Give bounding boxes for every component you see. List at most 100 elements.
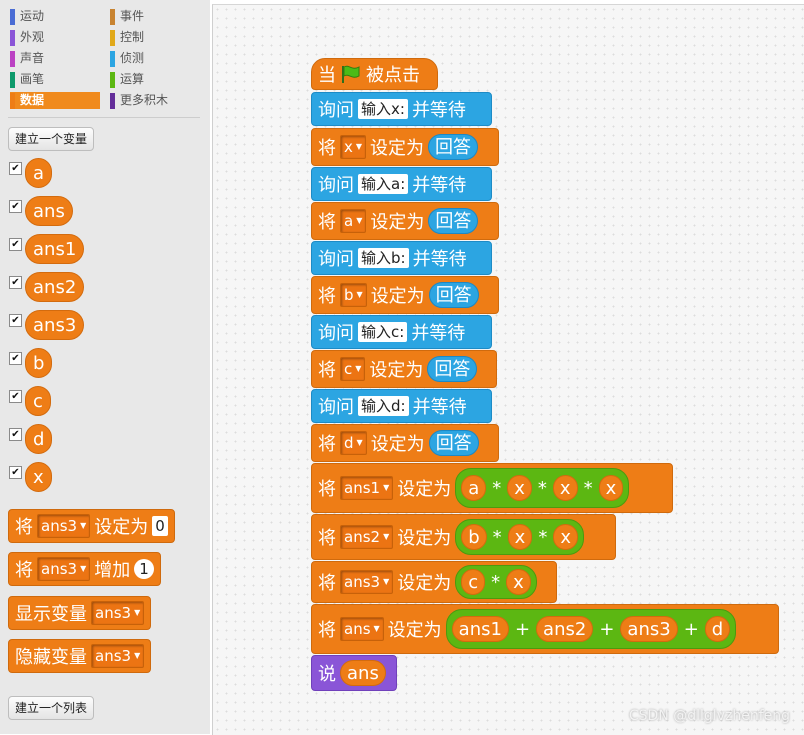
make-list-button[interactable]: 建立一个列表 xyxy=(8,696,95,720)
answer-reporter[interactable]: 回答 xyxy=(428,282,479,308)
variable-reporter[interactable]: ans3 xyxy=(25,310,85,340)
ask-text-input[interactable]: 输入d: xyxy=(358,396,409,416)
when-flag-clicked-block[interactable]: 当 被点击 xyxy=(311,58,438,90)
value-input[interactable]: 1 xyxy=(134,559,154,579)
category-sound[interactable]: 声音 xyxy=(10,50,100,67)
block-text: 将 xyxy=(318,286,336,307)
variable-dropdown[interactable]: ans1 ▼ xyxy=(340,476,394,500)
variable-checkbox[interactable]: ✔ xyxy=(9,314,22,327)
variable-dropdown[interactable]: ans3 ▼ xyxy=(37,557,91,581)
say-block[interactable]: 说 ans xyxy=(311,655,397,691)
category-events[interactable]: 事件 xyxy=(110,8,200,25)
ask-text-input[interactable]: 输入x: xyxy=(358,99,408,119)
category-data[interactable]: 数据 xyxy=(10,92,100,109)
variable-dropdown[interactable]: ans3 ▼ xyxy=(37,514,91,538)
set-variable-block[interactable]: 将 d ▼ 设定为 回答 xyxy=(311,424,499,462)
category-more-blocks[interactable]: 更多积木 xyxy=(110,92,200,109)
category-motion[interactable]: 运动 xyxy=(10,8,100,25)
set-ans1-block[interactable]: 将 ans1 ▼ 设定为 a * x * x * x xyxy=(311,463,673,513)
ask-text-input[interactable]: 输入b: xyxy=(358,248,409,268)
variable-reporter[interactable]: c xyxy=(25,386,51,416)
variable-reporter[interactable]: a xyxy=(25,158,53,188)
category-operators[interactable]: 运算 xyxy=(110,71,200,88)
variable-dropdown[interactable]: ans3 ▼ xyxy=(340,570,394,594)
answer-reporter[interactable]: 回答 xyxy=(427,356,478,382)
show-variable-block[interactable]: 显示变量 ans3 ▼ xyxy=(8,596,152,630)
variable-reporter[interactable]: x xyxy=(598,475,624,501)
category-looks[interactable]: 外观 xyxy=(10,29,100,46)
set-variable-block[interactable]: 将 b ▼ 设定为 回答 xyxy=(311,276,499,314)
set-variable-block[interactable]: 将 ans3 ▼ 设定为 0 xyxy=(8,509,175,543)
change-variable-block[interactable]: 将 ans3 ▼ 增加 1 xyxy=(8,552,161,586)
variable-dropdown[interactable]: ans ▼ xyxy=(340,617,384,641)
variable-checkbox[interactable]: ✔ xyxy=(9,390,22,403)
set-ans3-block[interactable]: 将 ans3 ▼ 设定为 c * x xyxy=(311,561,557,603)
category-control[interactable]: 控制 xyxy=(110,29,200,46)
ask-block[interactable]: 询问 输入d: 并等待 xyxy=(311,389,492,423)
multiply-operator[interactable]: c * x xyxy=(455,565,537,599)
variable-reporter[interactable]: x xyxy=(507,475,532,501)
variable-checkbox[interactable]: ✔ xyxy=(9,466,22,479)
set-variable-block[interactable]: 将 x ▼ 设定为 回答 xyxy=(311,128,499,166)
variable-reporter[interactable]: c xyxy=(461,569,486,595)
variable-checkbox[interactable]: ✔ xyxy=(9,352,22,365)
set-variable-block[interactable]: 将 c ▼ 设定为 回答 xyxy=(311,350,497,388)
variable-reporter[interactable]: x xyxy=(25,462,52,492)
variable-reporter[interactable]: b xyxy=(461,524,487,550)
variable-reporter[interactable]: b xyxy=(25,348,53,378)
variable-reporter[interactable]: x xyxy=(507,524,533,550)
variable-reporter[interactable]: ans3 xyxy=(620,616,678,642)
make-variable-button[interactable]: 建立一个变量 xyxy=(8,127,95,151)
ask-block[interactable]: 询问 输入b: 并等待 xyxy=(311,241,492,275)
hide-variable-block[interactable]: 隐藏变量 ans3 ▼ xyxy=(8,639,152,673)
block-text: 询问 xyxy=(318,323,354,344)
ask-text-input[interactable]: 输入c: xyxy=(358,322,408,342)
ask-block[interactable]: 询问 输入x: 并等待 xyxy=(311,92,492,126)
variable-reporter[interactable]: ans1 xyxy=(451,616,509,642)
answer-reporter[interactable]: 回答 xyxy=(428,134,479,160)
variable-reporter[interactable]: d xyxy=(704,616,731,642)
variable-reporter[interactable]: x xyxy=(552,475,578,501)
category-sensing[interactable]: 侦测 xyxy=(110,50,200,67)
set-ans2-block[interactable]: 将 ans2 ▼ 设定为 b * x * x xyxy=(311,514,616,560)
variable-checkbox[interactable]: ✔ xyxy=(9,276,22,289)
multiply-operator[interactable]: a * x * x * x xyxy=(455,468,630,508)
variable-reporter[interactable]: a xyxy=(461,475,487,501)
variable-checkbox[interactable]: ✔ xyxy=(9,238,22,251)
set-variable-block[interactable]: 将 a ▼ 设定为 回答 xyxy=(311,202,499,240)
variable-dropdown[interactable]: x ▼ xyxy=(340,135,367,159)
set-ans-block[interactable]: 将 ans ▼ 设定为 ans1 + ans2 + ans3 + d xyxy=(311,604,779,654)
variable-dropdown[interactable]: ans2 ▼ xyxy=(340,525,394,549)
variable-reporter[interactable]: d xyxy=(25,424,53,454)
answer-reporter[interactable]: 回答 xyxy=(428,430,479,456)
variable-reporter[interactable]: ans1 xyxy=(25,234,85,264)
variable-dropdown[interactable]: ans3 ▼ xyxy=(91,644,145,668)
answer-reporter[interactable]: 回答 xyxy=(428,208,479,234)
ask-text-input[interactable]: 输入a: xyxy=(358,174,409,194)
variable-checkbox[interactable]: ✔ xyxy=(9,428,22,441)
ask-block[interactable]: 询问 输入a: 并等待 xyxy=(311,167,492,201)
variable-reporter[interactable]: ans2 xyxy=(536,616,594,642)
variable-reporter[interactable]: ans xyxy=(340,660,386,686)
variable-dropdown[interactable]: b ▼ xyxy=(340,283,367,307)
value-input[interactable]: 0 xyxy=(152,516,168,536)
ask-block[interactable]: 询问 输入c: 并等待 xyxy=(311,315,492,349)
variable-dropdown[interactable]: d ▼ xyxy=(340,431,367,455)
variable-reporter[interactable]: ans xyxy=(25,196,73,226)
add-operator[interactable]: ans1 + ans2 + ans3 + d xyxy=(445,609,737,649)
variable-reporter[interactable]: ans2 xyxy=(25,272,85,302)
variable-dropdown[interactable]: ans3 ▼ xyxy=(91,601,145,625)
block-text: 询问 xyxy=(318,397,354,418)
category-pen[interactable]: 画笔 xyxy=(10,71,100,88)
variable-dropdown[interactable]: a ▼ xyxy=(340,209,367,233)
script-area[interactable] xyxy=(212,4,804,735)
block-text: 将 xyxy=(318,479,336,500)
multiply-operator[interactable]: b * x * x xyxy=(455,519,584,555)
variable-reporter[interactable]: x xyxy=(553,524,578,550)
variable-checkbox[interactable]: ✔ xyxy=(9,200,22,213)
dropdown-value: ans3 xyxy=(95,604,132,622)
dropdown-value: ans3 xyxy=(41,560,78,578)
variable-reporter[interactable]: x xyxy=(506,569,531,595)
variable-dropdown[interactable]: c ▼ xyxy=(340,357,366,381)
variable-checkbox[interactable]: ✔ xyxy=(9,162,22,175)
